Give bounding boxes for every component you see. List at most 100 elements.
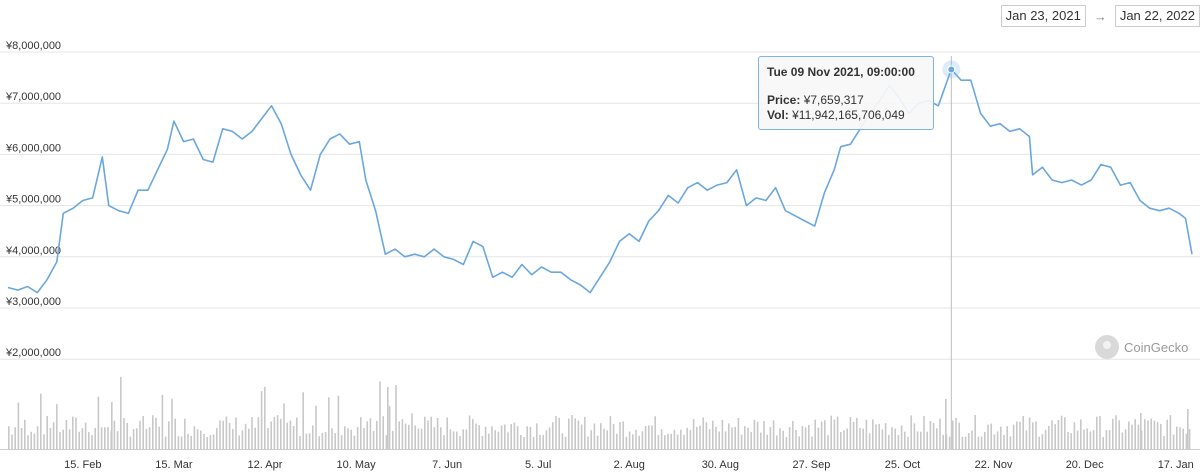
volume-bar <box>577 420 580 449</box>
volume-bar <box>212 434 215 449</box>
volume-bar <box>491 426 493 449</box>
volume-bar <box>904 431 906 449</box>
volume-bar <box>152 415 154 449</box>
volume-bar <box>100 427 103 449</box>
volume-bar <box>1188 429 1191 449</box>
date-from-input[interactable]: Jan 23, 2021 <box>1000 5 1086 27</box>
volume-bar <box>142 416 144 449</box>
volume-bar <box>1166 419 1168 449</box>
volume-bar <box>174 418 176 449</box>
volume-bar <box>321 433 324 449</box>
volume-bar <box>942 434 944 449</box>
volume-bar <box>302 392 304 449</box>
volume-bar <box>532 436 535 449</box>
volume-bar <box>328 397 330 449</box>
volume-bar <box>862 428 864 449</box>
volume-bar <box>280 418 282 449</box>
volume-bar <box>481 435 484 449</box>
volume-bar <box>1073 422 1076 449</box>
volume-bar <box>1134 419 1136 449</box>
price-line <box>7 68 1193 294</box>
volume-bar <box>878 424 880 449</box>
volume-bar <box>155 417 157 449</box>
volume-bar <box>206 437 208 449</box>
volume-bar <box>462 429 464 449</box>
volume-bar <box>881 429 884 449</box>
volume-bar <box>936 428 938 449</box>
volume-bar <box>734 426 736 449</box>
volume-bar <box>1185 433 1188 449</box>
volume-bar <box>248 428 250 449</box>
volume-bar <box>340 435 343 449</box>
volume-bar <box>111 402 113 449</box>
volume-bar <box>580 424 583 449</box>
volume-bar <box>1051 420 1053 449</box>
volume-bar <box>622 421 624 449</box>
volume-bar <box>436 418 439 449</box>
volume-bar <box>632 434 634 449</box>
volume-bar <box>337 395 340 449</box>
volume-bar <box>945 399 947 449</box>
y-tick-label: ¥8,000,000 <box>5 40 61 52</box>
volume-bar <box>1179 427 1181 449</box>
volume-bar <box>443 435 445 449</box>
date-to-input[interactable]: Jan 22, 2022 <box>1114 5 1200 27</box>
highlight-point <box>947 65 956 74</box>
volume-bar <box>1153 420 1156 449</box>
volume-bar <box>542 435 544 449</box>
volume-bar <box>20 428 23 449</box>
volume-bar <box>193 426 196 449</box>
volume-bar <box>385 435 388 449</box>
volume-bar <box>824 420 826 449</box>
volume-bar <box>24 419 26 449</box>
date-range-selector: Jan 23, 2021 → Jan 22, 2022 <box>1000 5 1200 27</box>
volume-bar <box>356 427 359 449</box>
volume-bar <box>584 416 586 449</box>
volume-bar <box>1080 419 1082 449</box>
volume-bar <box>769 427 772 449</box>
volume-bar <box>395 385 397 449</box>
volume-bar <box>387 387 389 449</box>
volume-bar <box>657 435 660 449</box>
volume-bar <box>17 402 20 449</box>
volume-bar <box>948 436 951 449</box>
tooltip-price-value: ¥7,659,317 <box>803 93 864 107</box>
volume-bar <box>369 418 372 449</box>
volume-bar <box>1089 431 1092 449</box>
volume-bar <box>427 420 429 449</box>
volume-bar <box>670 433 672 449</box>
volume-bar <box>1096 416 1098 449</box>
volume-bar <box>408 424 410 449</box>
volume-bar <box>596 435 599 449</box>
volume-bar <box>520 435 522 449</box>
volume-bar <box>795 430 797 449</box>
volume-bar <box>1025 430 1028 449</box>
volume-bar <box>411 413 413 449</box>
volume-bar <box>81 428 84 449</box>
volume-bar <box>1137 424 1140 449</box>
volume-bar <box>171 398 173 449</box>
volume-bar <box>667 433 669 449</box>
volume-bar <box>619 422 621 449</box>
volume-bar <box>222 420 224 449</box>
volume-bar <box>260 391 263 449</box>
volume-bar <box>849 417 852 449</box>
volume-bar <box>225 416 228 449</box>
volume-bar <box>603 428 605 449</box>
volume-bar <box>929 421 932 449</box>
volume-bar <box>363 428 365 449</box>
volume-bar <box>1150 418 1152 449</box>
volume-bar <box>267 427 269 449</box>
y-tick-label: ¥4,000,000 <box>5 245 61 257</box>
volume-bar <box>536 423 538 449</box>
volume-bar <box>756 421 759 449</box>
volume-bar <box>923 416 925 449</box>
tooltip-vol-value: ¥11,942,165,706,049 <box>792 108 905 122</box>
volume-bar <box>1067 432 1069 449</box>
volume-bar <box>382 416 384 449</box>
volume-bar <box>145 429 148 449</box>
volume-bar <box>1038 436 1040 449</box>
volume-bar <box>276 415 279 449</box>
volume-bar <box>1032 422 1034 449</box>
